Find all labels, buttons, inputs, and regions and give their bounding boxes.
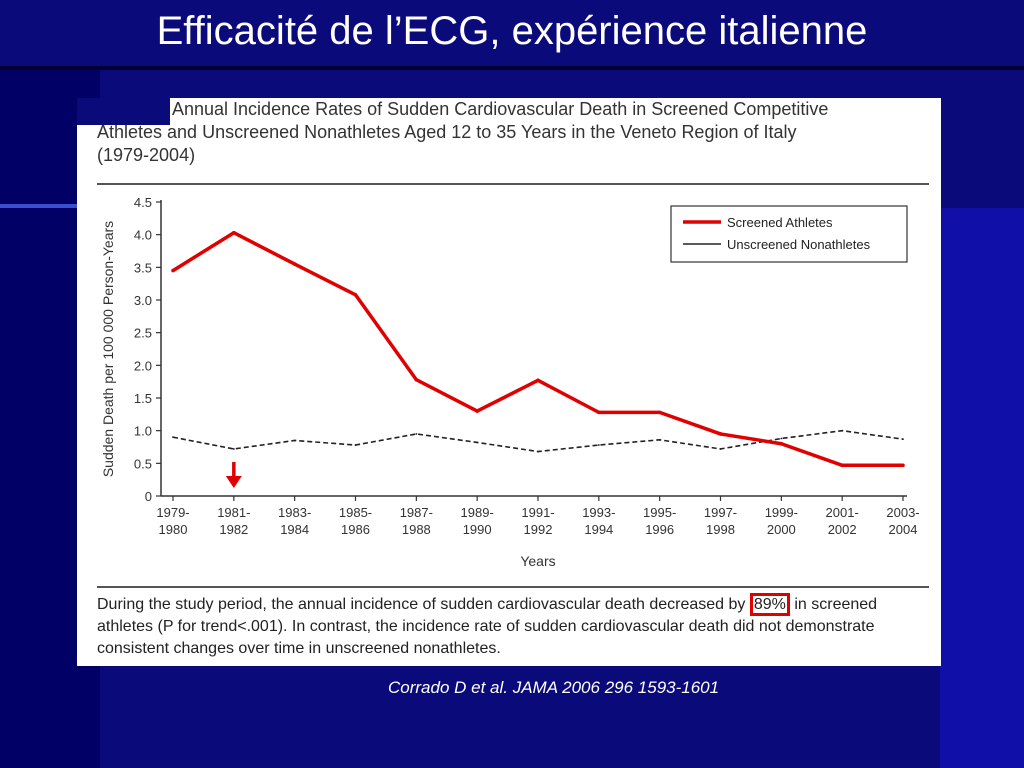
incidence-line-chart: 0 0.5 1.0 1.5 2.0 2.5 3.0 3.5 4.0 4.5 1979-1980 198… <box>100 195 920 569</box>
data-point-unscreened-nonathletes <box>172 436 174 439</box>
x-axis-title: Years <box>520 553 555 569</box>
data-point-unscreened-nonathletes <box>597 444 600 446</box>
x-tick-label: 1985-1986 <box>339 505 372 537</box>
caption-text-before: During the study period, the annual inci… <box>97 596 746 613</box>
figure-bottom-rule <box>97 586 929 588</box>
data-point-screened-athletes <box>353 292 358 297</box>
y-tick-label: 1.0 <box>134 424 152 439</box>
caption-text-after: in screened athletes (P for trend<.001).… <box>97 596 878 657</box>
data-point-screened-athletes <box>840 463 844 468</box>
data-point-unscreened-nonathletes <box>476 441 479 444</box>
background-accent-band <box>0 204 80 208</box>
y-tick-label: 3.5 <box>134 260 152 275</box>
data-point-screened-athletes <box>597 410 601 415</box>
y-tick-label: 1.5 <box>134 391 152 406</box>
data-point-unscreened-nonathletes <box>537 450 539 453</box>
x-tick-label: 1997-1998 <box>704 505 737 537</box>
citation: Corrado D et al. JAMA 2006 296 1593-1601 <box>388 678 720 697</box>
y-tick-label: 2.5 <box>134 326 152 341</box>
legend-label: Screened Athletes <box>727 215 833 230</box>
title-divider <box>0 66 1024 70</box>
x-tick-label: 1987-1988 <box>400 505 433 537</box>
slide-title: Efficacité de l’ECG, expérience italienn… <box>156 9 868 53</box>
data-point-screened-athletes <box>718 432 723 436</box>
x-tick-label: 1979-1980 <box>156 505 189 537</box>
x-tick-label: 1989-1990 <box>461 505 494 537</box>
figure-top-rule <box>97 183 929 185</box>
y-tick-label: 4.5 <box>134 195 152 210</box>
data-point-screened-athletes <box>901 463 905 468</box>
data-point-unscreened-nonathletes <box>293 439 296 442</box>
series-line-screened-athletes <box>172 230 903 468</box>
figure-caption: During the study period, the annual inci… <box>97 593 937 660</box>
decrease-percent-highlight: 89% <box>749 593 790 616</box>
data-point-screened-athletes <box>657 410 662 415</box>
y-tick-label: 4.0 <box>134 228 152 243</box>
data-point-unscreened-nonathletes <box>415 433 418 435</box>
x-tick-label: 1981-1982 <box>217 505 250 537</box>
x-tick-label: 1995-1996 <box>643 505 676 537</box>
data-point-unscreened-nonathletes <box>354 444 357 446</box>
data-point-screened-athletes <box>292 262 297 266</box>
x-tick-label: 1993-1994 <box>582 505 615 537</box>
y-tick-label: 0 <box>145 489 152 504</box>
figure-title-line-2: Athletes and Unscreened Nonathletes Aged… <box>97 122 797 142</box>
y-tick-label: 3.0 <box>134 293 152 308</box>
figure-corner-notch <box>77 98 170 125</box>
data-point-screened-athletes <box>171 268 175 273</box>
data-point-screened-athletes <box>232 230 236 235</box>
data-point-screened-athletes <box>414 377 419 382</box>
data-point-screened-athletes <box>475 409 479 413</box>
x-tick-label: 1999-2000 <box>765 505 798 537</box>
y-axis-title: Sudden Death per 100 000 Person-Years <box>100 221 116 477</box>
figure-title-line-1: Annual Incidence Rates of Sudden Cardiov… <box>172 99 829 119</box>
x-tick-label: 2003-2004 <box>886 505 919 537</box>
data-point-unscreened-nonathletes <box>780 437 783 440</box>
data-point-unscreened-nonathletes <box>841 429 844 432</box>
data-point-unscreened-nonathletes <box>902 438 904 441</box>
data-point-screened-athletes <box>779 441 784 446</box>
legend-label: Unscreened Nonathletes <box>727 237 871 252</box>
arrow-down-icon <box>225 476 242 488</box>
x-tick-label: 1983-1984 <box>278 505 311 537</box>
data-point-screened-athletes <box>536 378 540 383</box>
data-point-unscreened-nonathletes <box>658 438 661 441</box>
data-point-unscreened-nonathletes <box>719 448 722 450</box>
data-point-unscreened-nonathletes <box>232 448 235 450</box>
figure-panel: Annual Incidence Rates of Sudden Cardiov… <box>77 98 941 666</box>
legend-box <box>670 205 908 263</box>
x-tick-label: 2001-2002 <box>826 505 859 537</box>
figure-title-line-3: (1979-2004) <box>97 145 196 165</box>
y-tick-label: 0.5 <box>134 456 152 471</box>
x-tick-label: 1991-1992 <box>521 505 554 537</box>
y-tick-label: 2.0 <box>134 358 152 373</box>
background-right-panel <box>940 208 1024 768</box>
